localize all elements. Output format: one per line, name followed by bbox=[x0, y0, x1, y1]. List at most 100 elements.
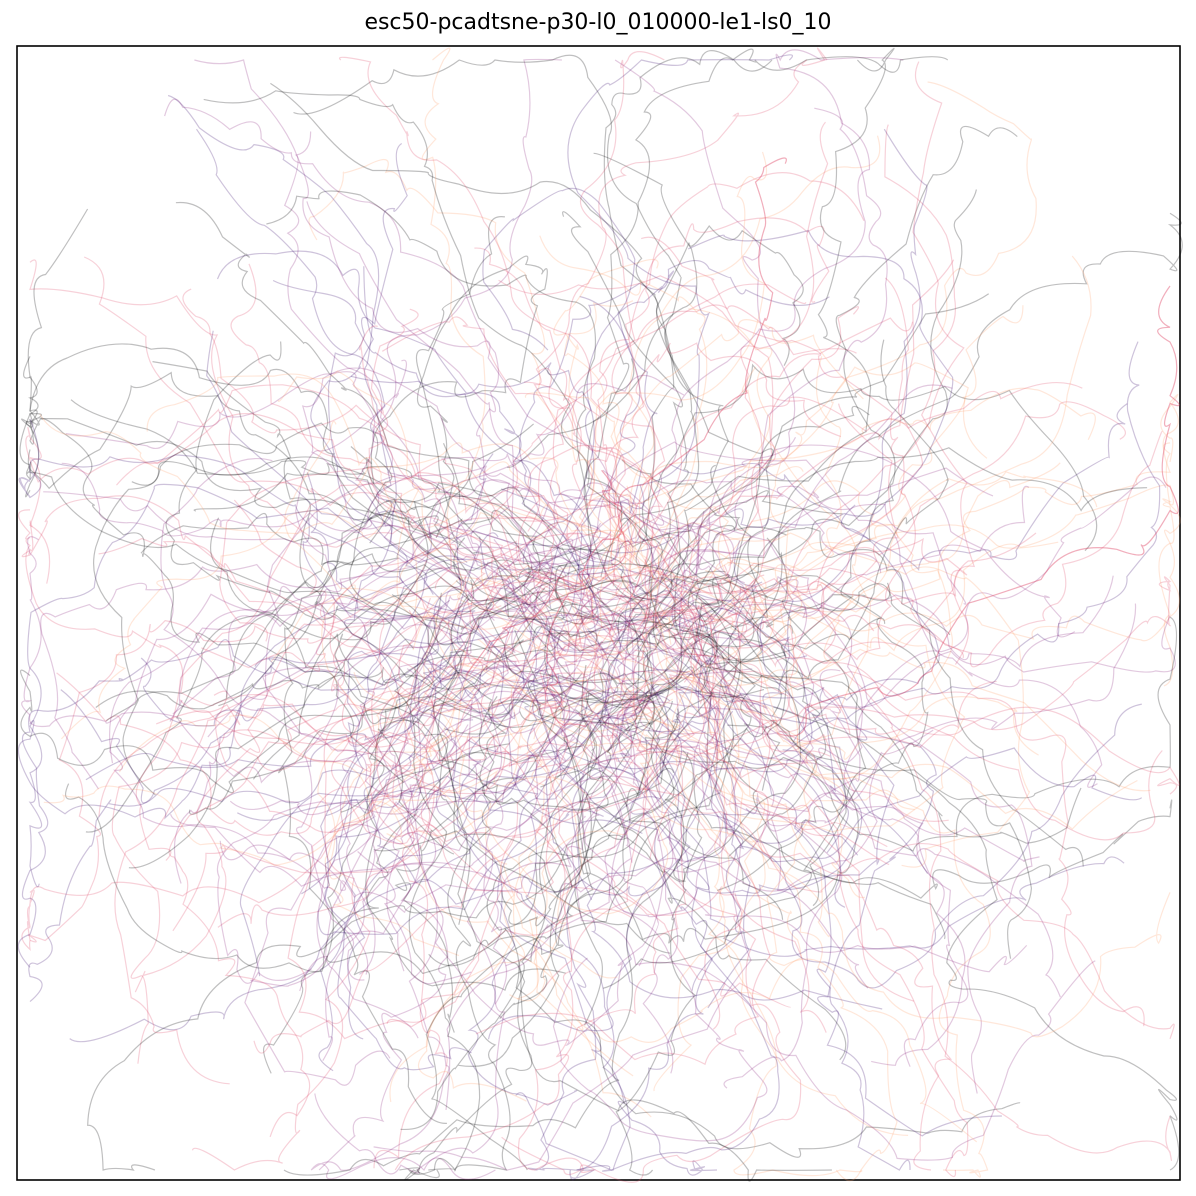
trajectory-line bbox=[533, 694, 830, 938]
trajectory-line bbox=[350, 598, 832, 843]
trajectory-line bbox=[585, 152, 759, 627]
trajectory-line bbox=[372, 58, 631, 634]
trajectory-line bbox=[444, 405, 870, 735]
trajectory-line bbox=[701, 703, 1142, 989]
trajectory-line bbox=[409, 763, 674, 1047]
trajectory-line bbox=[493, 436, 797, 647]
trajectory-line bbox=[586, 124, 976, 638]
trajectory-line bbox=[668, 403, 1128, 571]
trajectory-line bbox=[353, 663, 695, 915]
trajectory-line bbox=[287, 686, 651, 1040]
trajectory-line bbox=[619, 431, 1163, 668]
trajectory-line bbox=[412, 536, 752, 651]
trajectory-line bbox=[498, 275, 777, 735]
trajectory-line bbox=[525, 592, 651, 1181]
trajectory-line bbox=[357, 609, 634, 884]
trajectory-line bbox=[420, 466, 804, 716]
trajectory-line bbox=[179, 604, 700, 772]
trajectory-line bbox=[43, 769, 592, 867]
trajectory-line bbox=[338, 558, 687, 1040]
trajectory-line bbox=[28, 518, 433, 1003]
trajectory-line bbox=[603, 50, 773, 569]
trajectory-line bbox=[437, 563, 669, 925]
trajectory-line bbox=[421, 47, 550, 657]
trajectory-line bbox=[118, 700, 563, 837]
trajectory-line bbox=[505, 567, 633, 967]
trajectory-line bbox=[40, 526, 690, 790]
trajectory-line bbox=[60, 461, 630, 740]
trajectory-line bbox=[172, 602, 471, 932]
trajectory-line bbox=[420, 645, 846, 908]
trajectory-line bbox=[442, 442, 787, 608]
trajectory-line bbox=[83, 256, 692, 632]
trajectory-line bbox=[277, 370, 510, 617]
trajectory-line bbox=[503, 752, 1021, 1158]
trajectory-line bbox=[613, 319, 864, 527]
trajectory-line bbox=[501, 649, 653, 927]
trajectory-line bbox=[402, 217, 830, 598]
trajectory-line bbox=[394, 563, 568, 1033]
trajectory-line bbox=[564, 300, 651, 626]
trajectory-line bbox=[324, 659, 477, 957]
trajectory-line bbox=[467, 691, 671, 1106]
trajectory-line bbox=[695, 631, 867, 907]
trajectory-line bbox=[581, 664, 784, 920]
trajectory-line bbox=[21, 495, 564, 681]
trajectory-line bbox=[735, 121, 829, 531]
trajectory-line bbox=[365, 592, 566, 991]
trajectory-line bbox=[487, 590, 712, 795]
trajectory-line bbox=[727, 393, 1179, 613]
trajectory-line bbox=[482, 531, 612, 1005]
trajectory-line bbox=[172, 585, 474, 777]
trajectory-line bbox=[270, 510, 638, 663]
trajectory-line bbox=[207, 538, 607, 738]
trajectory-line bbox=[518, 498, 1037, 668]
trajectory-line bbox=[387, 685, 618, 979]
trajectory-line bbox=[660, 464, 737, 882]
trajectory-line bbox=[146, 373, 593, 658]
trajectory-line bbox=[777, 285, 1180, 737]
trajectory-line bbox=[27, 208, 411, 526]
trajectory-line bbox=[219, 649, 655, 913]
trajectory-line bbox=[549, 283, 807, 663]
trajectory-line bbox=[480, 630, 827, 1033]
trajectory-line bbox=[601, 59, 796, 679]
trajectory-line bbox=[386, 664, 636, 972]
trajectory-line bbox=[621, 277, 924, 661]
trajectory-line bbox=[389, 679, 585, 1103]
trajectory-line bbox=[537, 444, 1076, 710]
trajectory-line bbox=[777, 285, 1180, 737]
trajectory-line bbox=[479, 536, 808, 660]
trajectory-line bbox=[540, 570, 726, 788]
trajectory-line bbox=[283, 682, 735, 1176]
trajectory-line bbox=[219, 467, 555, 711]
trajectory-line bbox=[708, 442, 1181, 642]
trajectory-line bbox=[111, 654, 653, 1064]
trajectory-line bbox=[17, 639, 438, 968]
trajectory-line bbox=[193, 472, 555, 586]
trajectory-line bbox=[27, 483, 434, 888]
trajectory-line bbox=[698, 471, 1098, 629]
trajectory-line bbox=[21, 660, 435, 951]
trajectory-line bbox=[621, 688, 949, 822]
trajectory-line bbox=[301, 367, 538, 623]
trajectory-line bbox=[272, 279, 582, 618]
trajectory-line bbox=[589, 603, 1137, 892]
trajectory-line bbox=[295, 594, 640, 981]
trajectory-line bbox=[500, 488, 859, 856]
trajectory-line bbox=[635, 363, 1098, 621]
trajectory-line bbox=[545, 620, 802, 883]
trajectory-line bbox=[670, 610, 1163, 841]
trajectory-line bbox=[394, 645, 574, 1171]
trajectory-line bbox=[533, 654, 802, 1043]
trajectory-line bbox=[410, 374, 685, 560]
trajectory-line bbox=[39, 413, 659, 589]
trajectory-line bbox=[656, 339, 949, 681]
trajectory-line bbox=[477, 366, 871, 759]
trajectory-line bbox=[293, 54, 729, 577]
trajectory-line bbox=[523, 381, 684, 860]
trajectory-line bbox=[606, 526, 951, 754]
trajectory-line bbox=[621, 576, 1172, 731]
trajectory-line bbox=[576, 667, 890, 866]
